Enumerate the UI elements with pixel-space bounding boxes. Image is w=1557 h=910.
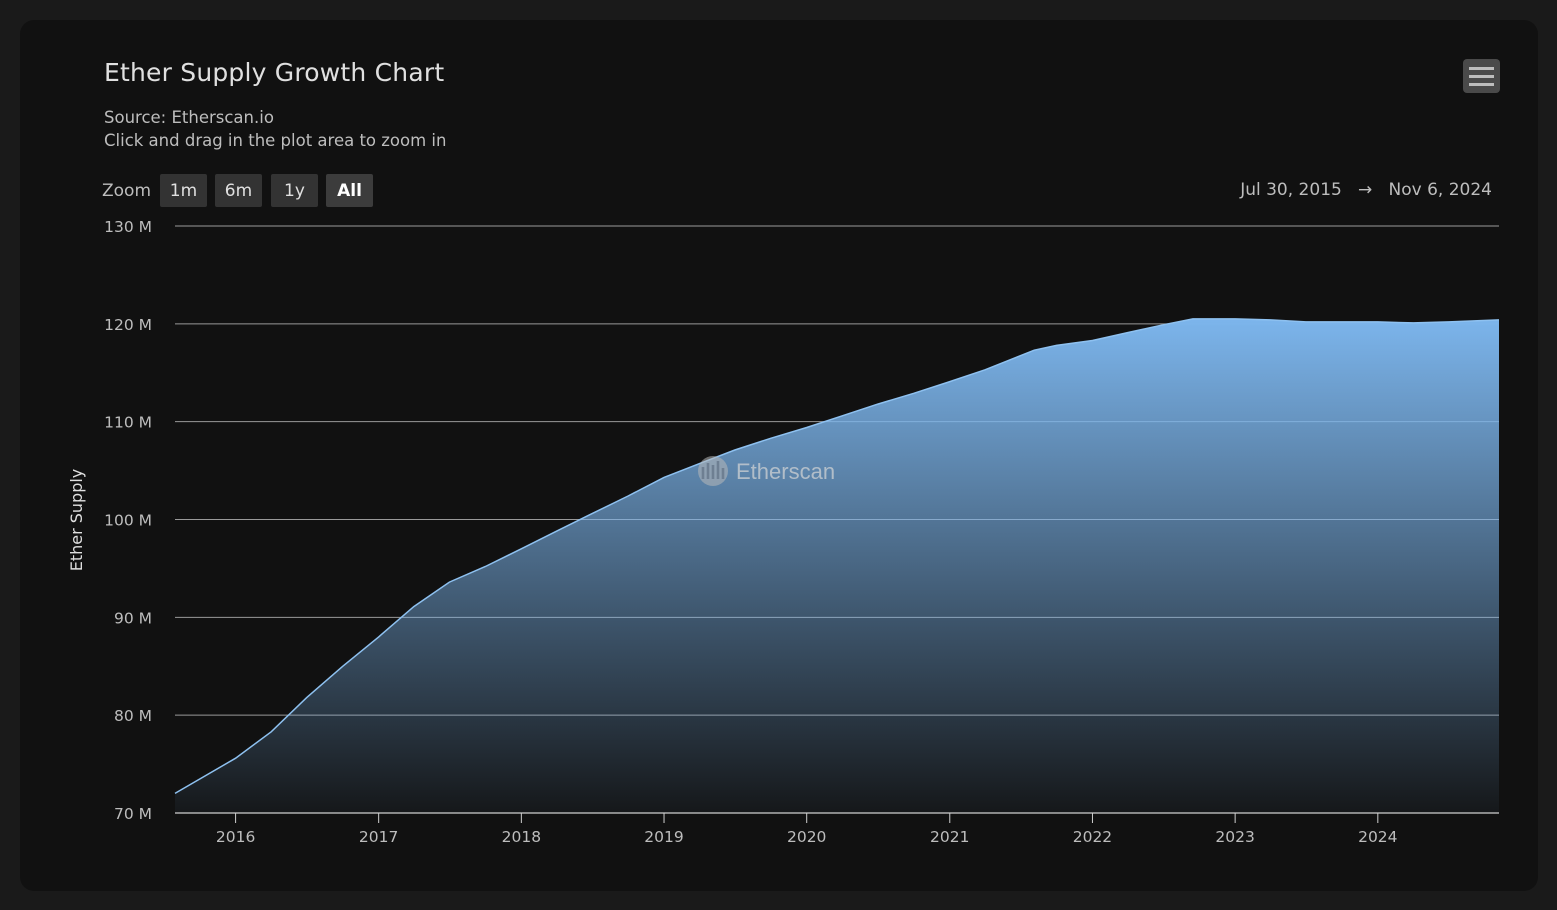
y-axis-title: Ether Supply (67, 469, 86, 572)
range-from[interactable]: Jul 30, 2015 (1240, 180, 1342, 200)
range-to[interactable]: Nov 6, 2024 (1388, 180, 1492, 200)
chart-subtitle: Source: Etherscan.io Click and drag in t… (104, 106, 446, 152)
x-tick-label: 2021 (930, 828, 969, 846)
x-tick-label: 2016 (216, 828, 255, 846)
watermark: Etherscan (698, 456, 835, 486)
y-tick-label: 130 M (104, 218, 152, 236)
x-tick-label: 2022 (1073, 828, 1112, 846)
y-tick-label: 120 M (104, 316, 152, 334)
x-tick-label: 2019 (644, 828, 683, 846)
menu-icon-bar (1469, 82, 1494, 86)
chart-menu-button[interactable] (1463, 59, 1500, 93)
y-tick-label: 70 M (114, 805, 152, 823)
watermark-text: Etherscan (736, 459, 835, 484)
etherscan-logo-icon (698, 456, 728, 486)
source-text: Source: Etherscan.io (104, 108, 274, 127)
x-tick-label: 2017 (359, 828, 398, 846)
x-tick-label: 2018 (502, 828, 541, 846)
x-tick-label: 2023 (1215, 828, 1254, 846)
y-tick-label: 90 M (114, 609, 152, 627)
menu-icon-bar (1469, 74, 1494, 78)
menu-icon-bar (1469, 66, 1494, 70)
zoom-1m-button[interactable]: 1m (160, 174, 207, 207)
area-layer (174, 318, 1500, 813)
y-tick-label: 110 M (104, 414, 152, 432)
y-tick-label: 100 M (104, 512, 152, 530)
supply-line[interactable] (174, 318, 1500, 795)
zoom-1y-button[interactable]: 1y (271, 174, 318, 207)
axis-layer: 70 M 80 M 90 M 100 M 110 M 120 M 130 M 2016 2017… (104, 218, 1499, 846)
zoom-all-button[interactable]: All (326, 174, 373, 207)
date-range: Jul 30, 2015 → Nov 6, 2024 (1240, 180, 1492, 200)
range-arrow: → (1358, 180, 1373, 200)
y-tick-label: 80 M (114, 707, 152, 725)
zoom-6m-button[interactable]: 6m (215, 174, 262, 207)
zoom-label: Zoom (102, 181, 152, 201)
chart-svg[interactable]: 70 M 80 M 90 M 100 M 110 M 120 M 130 M 2016 2017… (20, 20, 1538, 891)
supply-area[interactable] (175, 318, 1499, 813)
x-tick-label: 2024 (1358, 828, 1397, 846)
chart-card: Ether Supply Growth Chart Source: Ethers… (20, 20, 1538, 891)
zoom-hint-text: Click and drag in the plot area to zoom … (104, 131, 447, 150)
x-tick-label: 2020 (787, 828, 826, 846)
chart-title: Ether Supply Growth Chart (104, 58, 445, 87)
